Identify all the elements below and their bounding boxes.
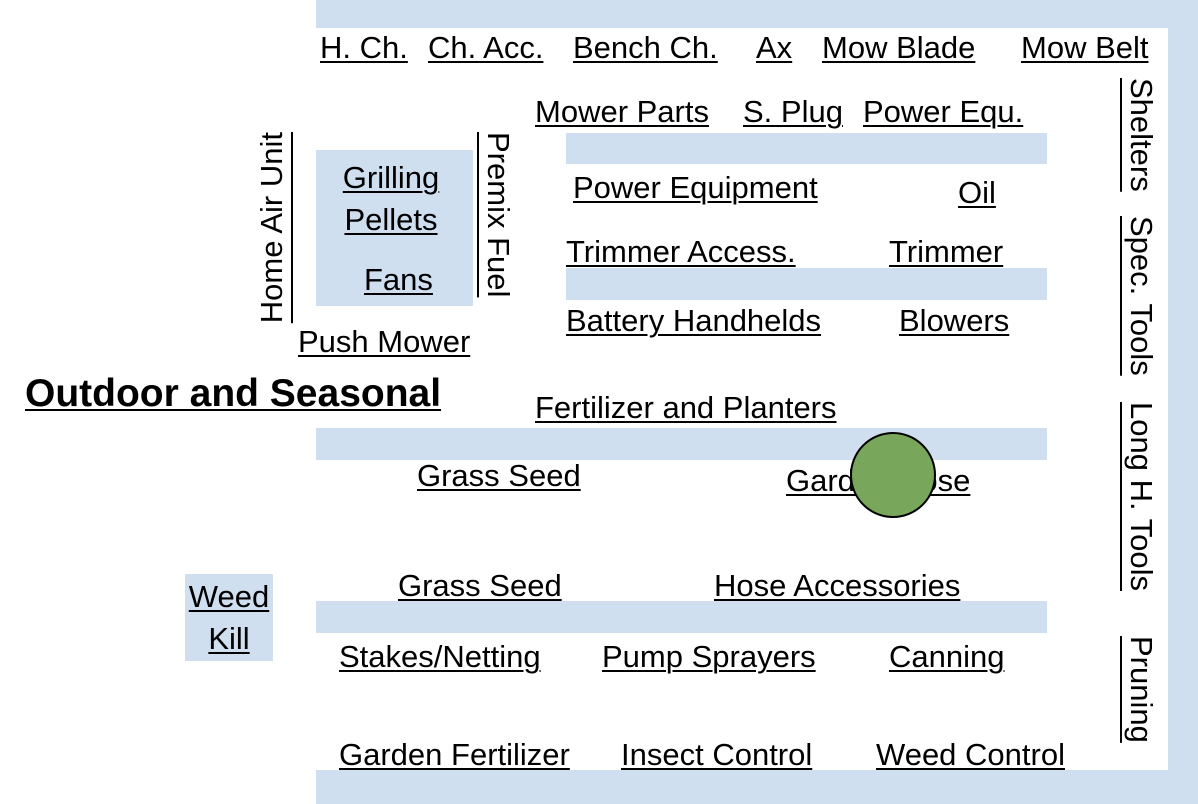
aisle-label-mow-blade[interactable]: Mow Blade (822, 30, 976, 65)
aisle-label-premix-fuel[interactable]: Premix Fuel (481, 132, 516, 298)
aisle-label-fertilizer-planters[interactable]: Fertilizer and Planters (535, 390, 837, 425)
aisle-label-push-mower[interactable]: Push Mower (298, 324, 471, 359)
aisle-label-power-equ[interactable]: Power Equ. (863, 94, 1024, 129)
aisle-label-canning[interactable]: Canning (889, 639, 1005, 674)
aisle-label-pruning[interactable]: Pruning (1124, 636, 1159, 743)
aisle-label-hose-accessories[interactable]: Hose Accessories (714, 568, 961, 603)
aisle-label-grilling[interactable]: Grilling (342, 160, 440, 195)
shelf-power-equipment (566, 133, 1047, 164)
shelf-fertilizer (316, 428, 1047, 460)
shelf-top (316, 0, 1198, 28)
aisle-label-pump-sprayers[interactable]: Pump Sprayers (602, 639, 816, 674)
aisle-label-bench-ch[interactable]: Bench Ch. (573, 30, 718, 65)
aisle-label-stakes-netting[interactable]: Stakes/Netting (339, 639, 541, 674)
shelf-bottom (316, 770, 1198, 804)
aisle-label-pellets[interactable]: Pellets (344, 202, 438, 237)
aisle-label-h-ch[interactable]: H. Ch. (320, 30, 408, 65)
aisle-label-weed-control[interactable]: Weed Control (876, 737, 1065, 772)
location-marker (850, 432, 936, 518)
aisle-label-s-plug[interactable]: S. Plug (743, 94, 843, 129)
aisle-label-mower-parts[interactable]: Mower Parts (535, 94, 709, 129)
shelf-weed-kill (185, 574, 273, 661)
aisle-label-kill[interactable]: Kill (208, 621, 250, 656)
aisle-label-ch-acc[interactable]: Ch. Acc. (428, 30, 544, 65)
aisle-label-ax[interactable]: Ax (756, 30, 793, 65)
aisle-label-blowers[interactable]: Blowers (899, 303, 1010, 338)
shelf-right (1168, 28, 1198, 770)
aisle-label-battery-handhelds[interactable]: Battery Handhelds (566, 303, 822, 338)
aisle-label-long-h-tools[interactable]: Long H. Tools (1124, 402, 1159, 591)
aisle-label-oil[interactable]: Oil (958, 175, 996, 210)
weed-kill-block: Weed Kill (185, 576, 273, 660)
aisle-label-power-equipment[interactable]: Power Equipment (573, 170, 818, 205)
grilling-pellets-block: Grilling Pellets (316, 157, 466, 241)
aisle-label-home-air-unit[interactable]: Home Air Unit (254, 132, 289, 324)
aisle-label-shelters[interactable]: Shelters (1124, 78, 1159, 192)
aisle-label-mow-belt[interactable]: Mow Belt (1021, 30, 1149, 65)
shelf-trimmer (566, 268, 1047, 300)
aisle-label-grass-seed-upper[interactable]: Grass Seed (417, 458, 581, 493)
aisle-label-grass-seed-lower[interactable]: Grass Seed (398, 568, 562, 603)
aisle-label-trimmer-access[interactable]: Trimmer Access. (566, 234, 796, 269)
aisle-label-fans[interactable]: Fans (364, 262, 433, 297)
shelf-grilling-block (316, 150, 473, 306)
aisle-label-trimmer[interactable]: Trimmer (889, 234, 1004, 269)
page-title: Outdoor and Seasonal (25, 372, 442, 415)
aisle-label-insect-control[interactable]: Insect Control (621, 737, 813, 772)
aisle-label-weed[interactable]: Weed (188, 579, 270, 614)
aisle-label-spec-tools[interactable]: Spec. Tools (1124, 216, 1159, 376)
aisle-label-garden-fertilizer[interactable]: Garden Fertilizer (339, 737, 570, 772)
shelf-hose-accessories (316, 601, 1047, 633)
